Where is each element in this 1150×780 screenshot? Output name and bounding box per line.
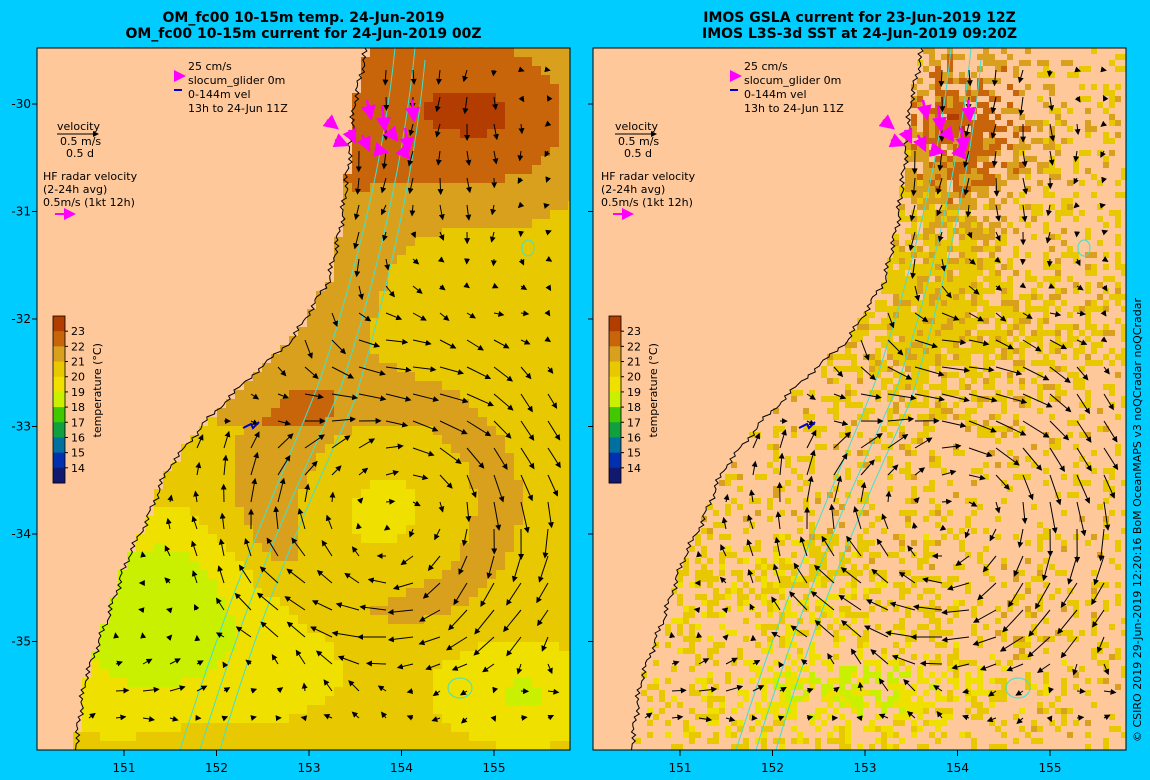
- right-panel-title: IMOS GSLA current for 23-Jun-2019 12Z IM…: [593, 10, 1126, 42]
- right-current-arrows: [644, 66, 1119, 725]
- colorbar-tick: 17: [71, 416, 85, 429]
- hf-avg-text-r: (2-24h avg): [601, 183, 665, 196]
- colorbar-tick: 19: [627, 386, 641, 399]
- y-tick-label: -32: [11, 312, 31, 326]
- colorbar-tick: 20: [71, 371, 85, 384]
- velocity-scale-text: 0.5 m/s: [60, 135, 101, 148]
- glider-scale-text-r: 25 cm/s: [744, 60, 788, 73]
- right-colorbar: 23 22 21 20 19 18 17 16 15 14 temperature (°C): [608, 315, 660, 484]
- time-label-text-r: 13h to 24-Jun 11Z: [744, 102, 844, 115]
- glider-scale-text: 25 cm/s: [188, 60, 232, 73]
- vel-label-text-r: 0-144m vel: [744, 88, 807, 101]
- colorbar-tick: 22: [71, 340, 85, 353]
- y-tick-label: -33: [11, 420, 31, 434]
- right-legend: 25 cm/s slocum_glider 0m 0-144m vel 13h …: [601, 60, 844, 220]
- right-title-line2: IMOS L3S-3d SST at 24-Jun-2019 09:20Z: [702, 26, 1017, 42]
- left-map-panel: [37, 48, 570, 750]
- left-axes: 151 152 153 154 155 -30 -31 -32 -33 -34 -35: [11, 97, 505, 775]
- glider-label-text-r: slocum_glider 0m: [744, 74, 841, 87]
- x-tick-label: 155: [483, 761, 506, 775]
- colorbar-tick: 19: [71, 386, 85, 399]
- hf-avg-text: (2-24h avg): [43, 183, 107, 196]
- hf-scale-text-r: 0.5m/s (1kt 12h): [601, 196, 693, 209]
- hf-scale-text: 0.5m/s (1kt 12h): [43, 196, 135, 209]
- velocity-title-text: velocity: [57, 120, 100, 133]
- y-tick-label: -35: [11, 635, 31, 649]
- x-tick-label: 153: [298, 761, 321, 775]
- left-colorbar: 23 22 21 20 19 18 17 16 15 14 temperature (°C): [52, 315, 104, 484]
- y-tick-label: -30: [11, 97, 31, 111]
- left-title-line1: OM_fc00 10-15m temp. 24-Jun-2019: [162, 10, 445, 26]
- x-tick-label: 152: [205, 761, 228, 775]
- colorbar-tick: 22: [627, 340, 641, 353]
- right-sst-pixels: [635, 48, 1126, 750]
- left-glider-tracks: [242, 99, 421, 430]
- x-tick-label: 152: [761, 761, 784, 775]
- right-map-panel: [593, 48, 1126, 750]
- y-tick-label: -34: [11, 527, 31, 541]
- colorbar-tick: 15: [627, 447, 641, 460]
- colorbar-tick: 15: [71, 447, 85, 460]
- glider-label-text: slocum_glider 0m: [188, 74, 285, 87]
- credit-text: © CSIRO 2019 29-Jun-2019 12:20:16 BoM Oc…: [1131, 298, 1144, 742]
- y-tick-label: -31: [11, 205, 31, 219]
- x-tick-label: 155: [1039, 761, 1062, 775]
- right-glider-tracks: [798, 99, 977, 430]
- colorbar-tick: 20: [627, 371, 641, 384]
- x-tick-label: 153: [854, 761, 877, 775]
- left-title-line2: OM_fc00 10-15m current for 24-Jun-2019 0…: [125, 26, 482, 42]
- left-legend: 25 cm/s slocum_glider 0m 0-144m vel 13h …: [43, 60, 288, 220]
- velocity-days-text-r: 0.5 d: [624, 147, 652, 160]
- time-label-text: 13h to 24-Jun 11Z: [188, 102, 288, 115]
- hf-title-text: HF radar velocity: [43, 170, 138, 183]
- right-title-line1: IMOS GSLA current for 23-Jun-2019 12Z: [703, 10, 1016, 26]
- vel-label-text: 0-144m vel: [188, 88, 251, 101]
- colorbar-title: temperature (°C): [647, 343, 660, 437]
- colorbar-tick: 23: [71, 325, 85, 338]
- colorbar-title: temperature (°C): [91, 343, 104, 437]
- velocity-title-text-r: velocity: [615, 120, 658, 133]
- hf-title-text-r: HF radar velocity: [601, 170, 696, 183]
- colorbar-tick: 17: [627, 416, 641, 429]
- colorbar-tick: 18: [627, 401, 641, 414]
- left-coastline: [74, 48, 368, 750]
- colorbar-tick: 23: [627, 325, 641, 338]
- colorbar-tick: 14: [627, 462, 641, 475]
- colorbar-tick: 16: [71, 431, 85, 444]
- x-tick-label: 151: [113, 761, 136, 775]
- colorbar-tick: 18: [71, 401, 85, 414]
- left-panel-title: OM_fc00 10-15m temp. 24-Jun-2019 OM_fc00…: [37, 10, 570, 42]
- right-coastline: [630, 48, 924, 750]
- colorbar-tick: 16: [627, 431, 641, 444]
- x-tick-label: 151: [669, 761, 692, 775]
- right-axes: 151 152 153 154 155: [588, 103, 1062, 775]
- colorbar-tick: 14: [71, 462, 85, 475]
- velocity-days-text: 0.5 d: [66, 147, 94, 160]
- x-tick-label: 154: [946, 761, 969, 775]
- colorbar-tick: 21: [627, 356, 641, 369]
- velocity-scale-text-r: 0.5 m/s: [618, 135, 659, 148]
- left-current-arrows: [88, 66, 561, 724]
- x-tick-label: 154: [390, 761, 413, 775]
- colorbar-tick: 21: [71, 356, 85, 369]
